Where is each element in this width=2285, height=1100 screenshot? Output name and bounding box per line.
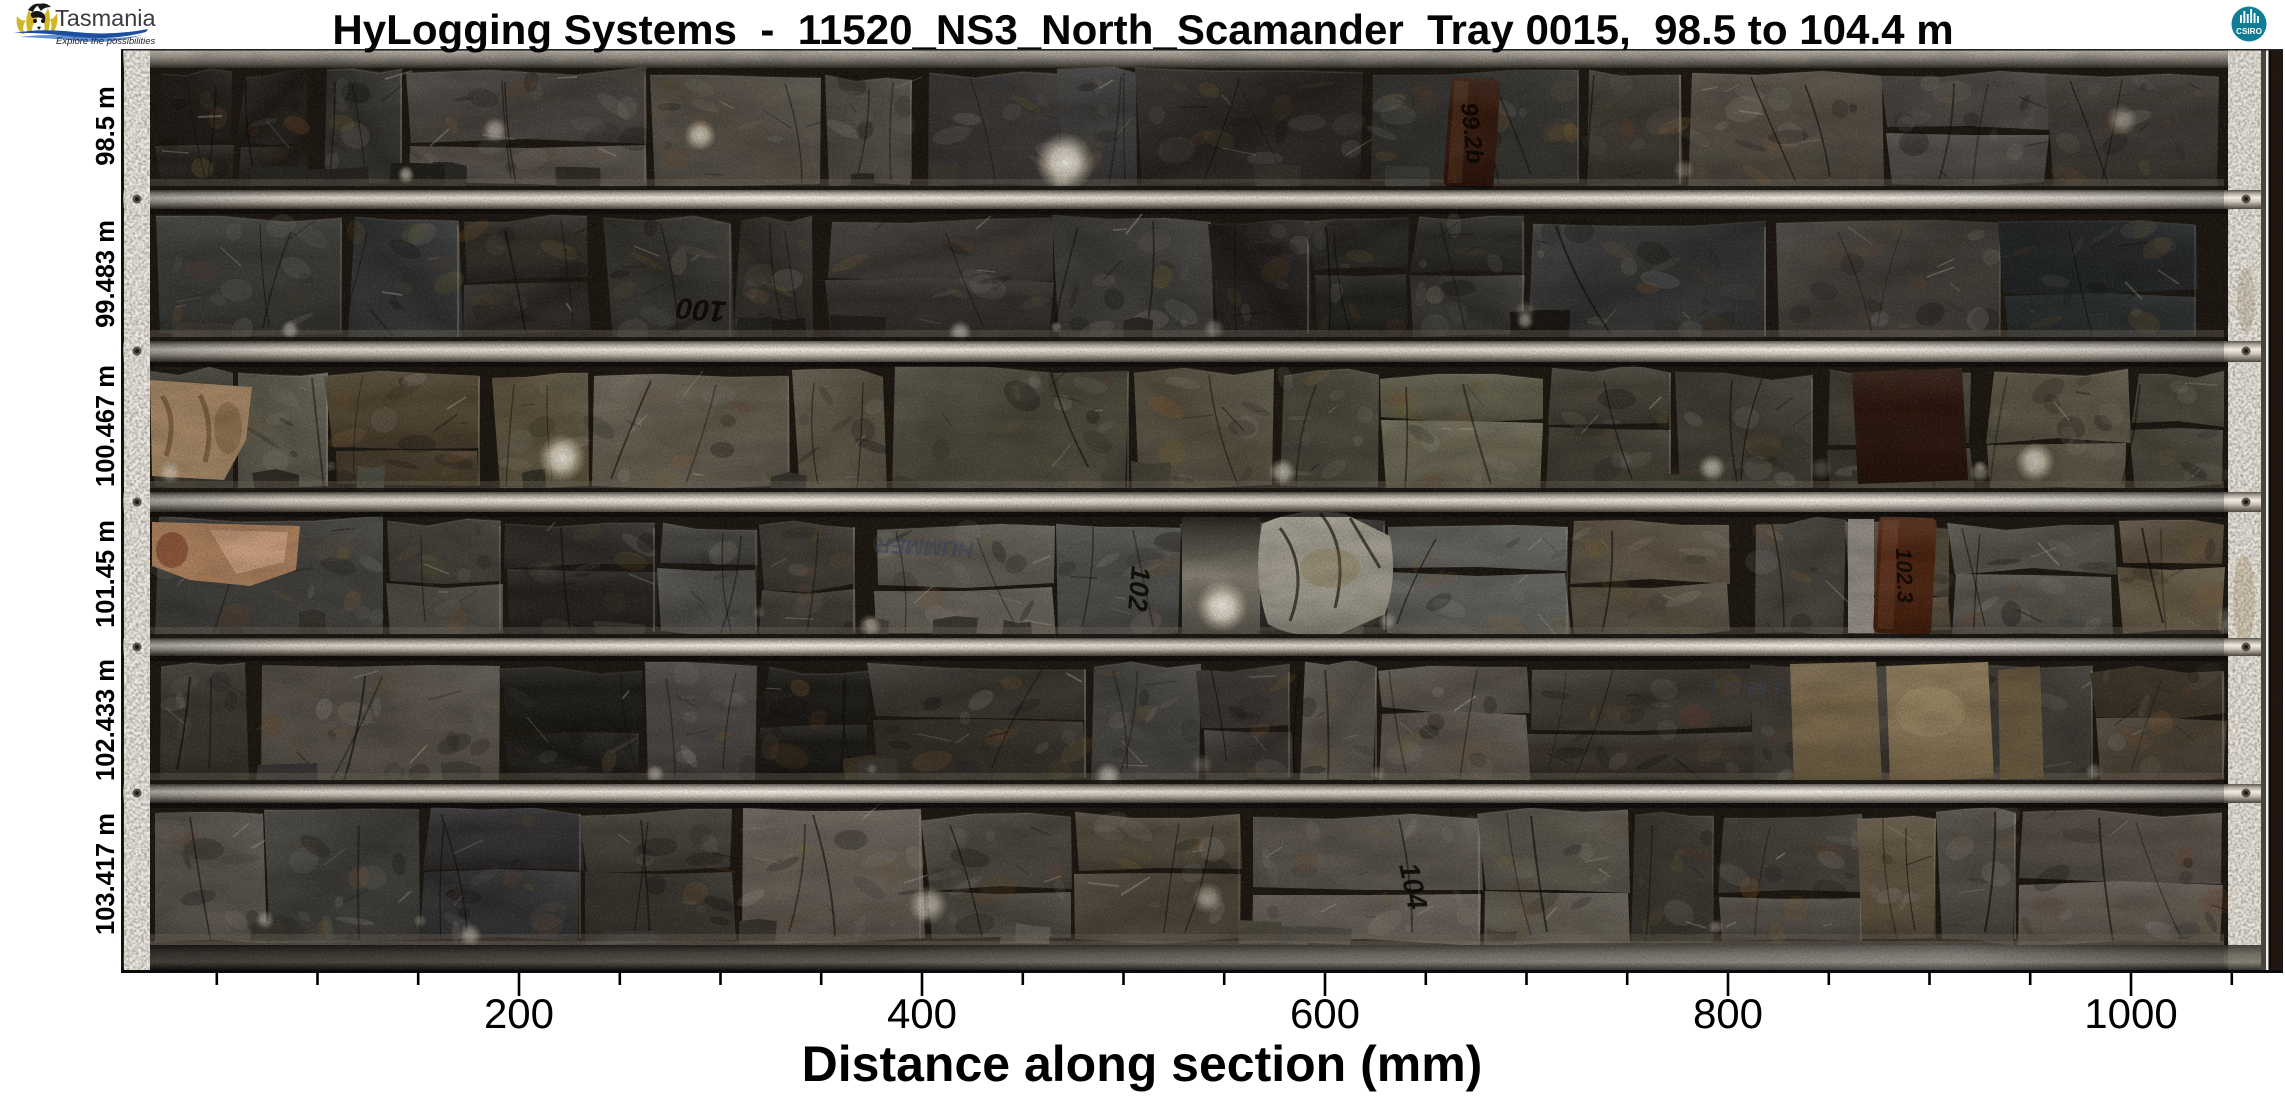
svg-text:102.433 m: 102.433 m <box>92 659 120 781</box>
svg-text:Tasmania: Tasmania <box>55 5 157 31</box>
svg-text:1000: 1000 <box>2084 990 2177 1037</box>
svg-text:98.5 m: 98.5 m <box>92 86 120 165</box>
svg-text:100.467 m: 100.467 m <box>92 365 120 487</box>
svg-text:99.483 m: 99.483 m <box>92 220 120 328</box>
svg-text:CSIRO: CSIRO <box>2236 27 2263 36</box>
svg-text:800: 800 <box>1693 990 1763 1037</box>
svg-text:HyLogging Systems - 11520_NS: HyLogging Systems - 11520_NS3_North_Scam… <box>332 6 1953 53</box>
svg-text:Explore the possibilities: Explore the possibilities <box>56 36 156 47</box>
svg-text:103.417 m: 103.417 m <box>92 813 120 935</box>
svg-text:400: 400 <box>887 990 957 1037</box>
svg-text:200: 200 <box>484 990 554 1037</box>
svg-text:Distance along section (mm): Distance along section (mm) <box>802 1036 1483 1092</box>
svg-text:101.45 m: 101.45 m <box>92 520 120 628</box>
svg-text:600: 600 <box>1290 990 1360 1037</box>
